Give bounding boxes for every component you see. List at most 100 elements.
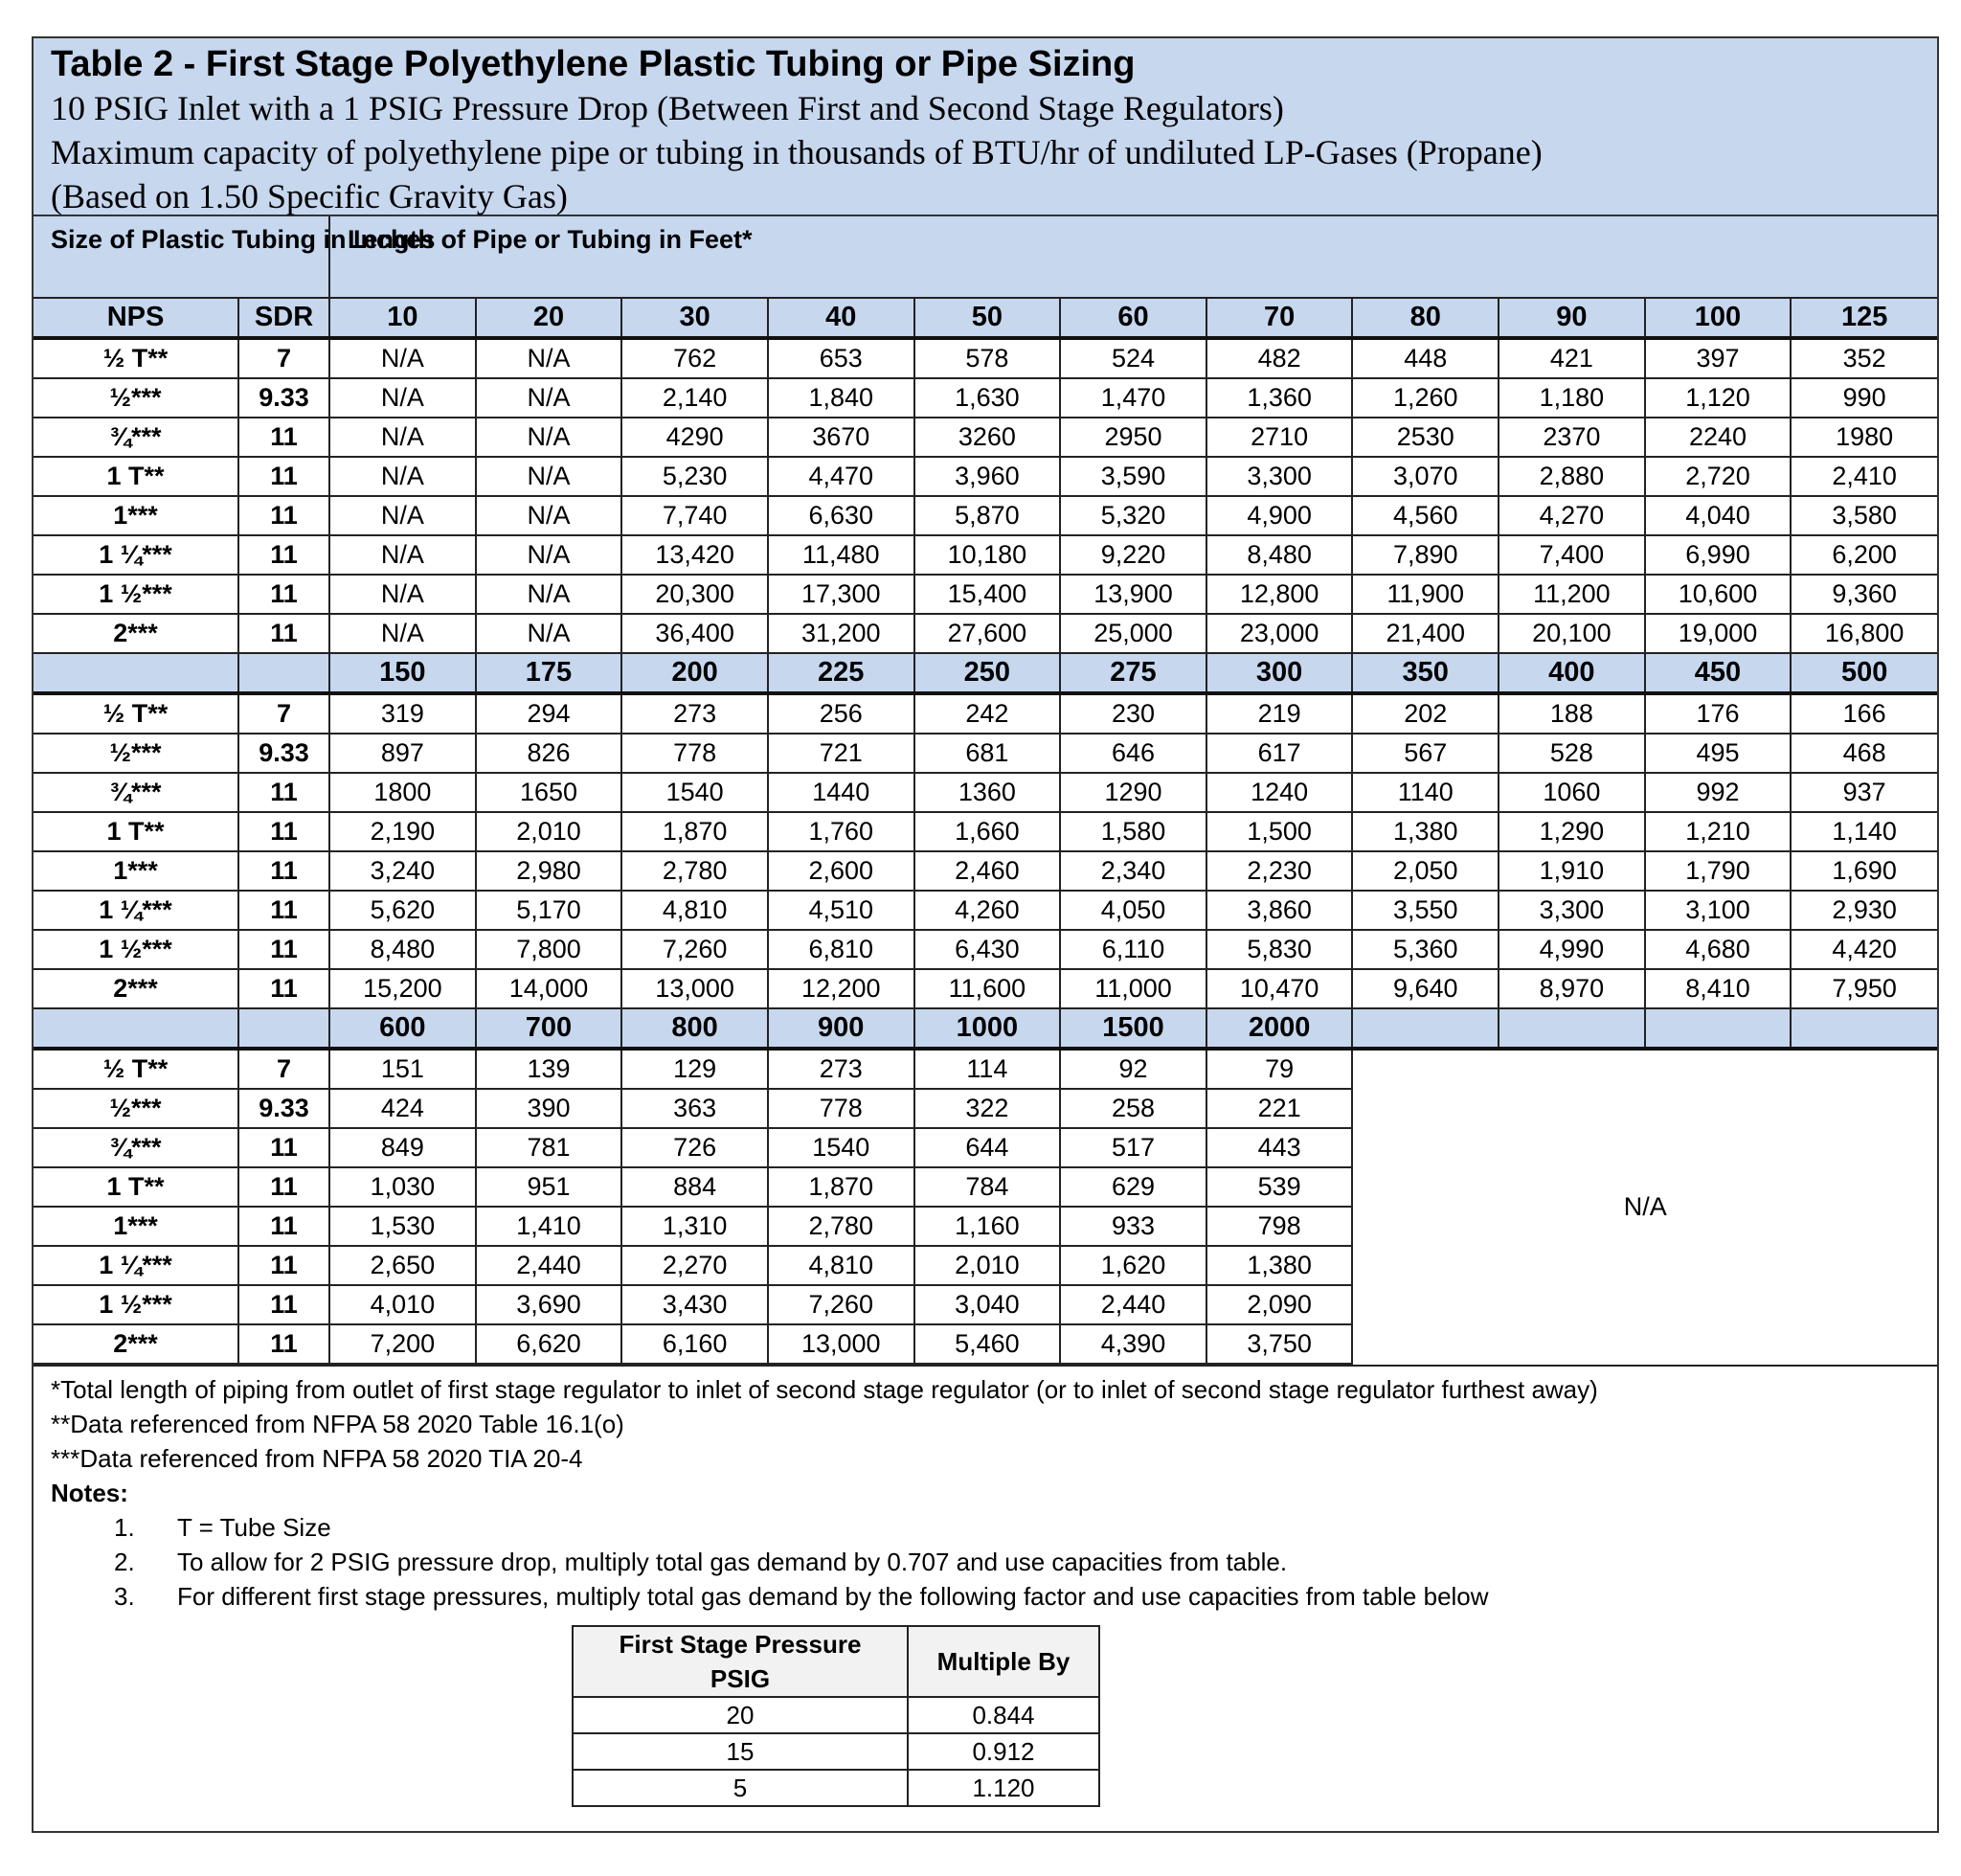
capacity-cell: N/A	[328, 613, 477, 654]
capacity-cell: 539	[1205, 1166, 1353, 1208]
capacity-cell: 421	[1498, 337, 1646, 379]
length-header-cell: 1500	[1059, 1007, 1207, 1051]
capacity-cell: 8,480	[328, 929, 477, 970]
subtitle-gravity: (Based on 1.50 Specific Gravity Gas)	[51, 177, 568, 215]
table-row: 1 ¼*** 11 2,650 2,440 2,270 4,810 2,010 1,620 1,…	[34, 1245, 1937, 1286]
capacity-cell: 9,220	[1059, 534, 1207, 576]
pressure-cell: 5	[572, 1769, 909, 1807]
table-row: 1 ½*** 11 8,480 7,800 7,260 6,810 6,430 6,110 5,…	[34, 929, 1937, 970]
capacity-cell: 1,290	[1498, 811, 1646, 852]
sdr-cell: 11	[237, 968, 331, 1009]
capacity-cell: N/A	[474, 495, 623, 536]
capacity-cell: 4,560	[1351, 495, 1500, 536]
capacity-cell: 188	[1498, 692, 1646, 735]
capacity-cell: 3,040	[913, 1284, 1062, 1325]
capacity-cell: 202	[1351, 692, 1500, 735]
length-header-cell: 600	[328, 1007, 477, 1051]
capacity-cell: 1,870	[766, 1166, 915, 1208]
multiplier-cell: 0.844	[907, 1696, 1100, 1734]
sdr-cell: 9.33	[237, 377, 331, 418]
capacity-cell: 781	[474, 1127, 623, 1168]
capacity-cell: 6,620	[474, 1323, 623, 1365]
note-text: T = Tube Size	[177, 1513, 331, 1542]
capacity-cell: 424	[328, 1088, 477, 1129]
length-header-cell: 20	[474, 297, 623, 340]
capacity-cell: 2370	[1498, 417, 1646, 458]
length-header-cell: 800	[620, 1007, 769, 1051]
capacity-cell: 2,780	[766, 1206, 915, 1247]
capacity-cell: 2,230	[1205, 850, 1354, 892]
capacity-cell: 9,360	[1790, 574, 1937, 615]
capacity-cell: 468	[1790, 733, 1937, 774]
capacity-cell: 114	[913, 1048, 1062, 1090]
length-header-cell: 90	[1498, 297, 1646, 340]
capacity-cell: 294	[474, 692, 623, 735]
capacity-cell: 2,930	[1790, 890, 1937, 931]
length-header-cell: 175	[474, 652, 623, 695]
capacity-cell: 1,310	[620, 1206, 769, 1247]
capacity-cell: 6,430	[913, 929, 1062, 970]
sdr-cell: 11	[237, 1245, 331, 1286]
capacity-cell: 1,620	[1059, 1245, 1207, 1286]
empty-header-cell	[1790, 1007, 1937, 1051]
sdr-cell: 11	[237, 929, 331, 970]
capacity-cell: 721	[766, 733, 915, 774]
capacity-cell: 528	[1498, 733, 1646, 774]
capacity-cell: 1,470	[1059, 377, 1207, 418]
empty-header-cell	[237, 652, 331, 695]
note-text: For different first stage pressures, mul…	[177, 1582, 1489, 1611]
capacity-cell: 990	[1790, 377, 1937, 418]
capacity-cell: 7,400	[1498, 534, 1646, 576]
capacity-cell: 4,270	[1498, 495, 1646, 536]
table-row: ½ T** 7 N/A N/A 762 653 578 524 482 448 421 397 352	[34, 337, 1937, 379]
capacity-cell: 578	[913, 337, 1062, 379]
capacity-cell: 322	[913, 1088, 1062, 1129]
capacity-cell: 897	[328, 733, 477, 774]
sdr-cell: 7	[237, 692, 331, 735]
length-header-row: NPS SDR 10 20 30 40 50 60 70 80 90 100 125	[34, 297, 1937, 340]
capacity-cell: 166	[1790, 692, 1937, 735]
table-row: ½ T** 7 319 294 273 256 242 230 219 202 188 176 166	[34, 692, 1937, 735]
sdr-cell: 11	[237, 613, 331, 654]
nps-cell: 1 ¼***	[34, 1245, 240, 1286]
capacity-cell: 1,840	[766, 377, 915, 418]
nps-cell: ½ T**	[34, 1048, 240, 1090]
capacity-cell: 937	[1790, 772, 1937, 813]
capacity-cell: 11,600	[913, 968, 1062, 1009]
length-header-cell: 275	[1059, 652, 1207, 695]
length-header-cell: 1000	[913, 1007, 1062, 1051]
capacity-cell: 4,010	[328, 1284, 477, 1325]
sdr-cell: 11	[237, 574, 331, 615]
multiplier-cell: 0.912	[907, 1732, 1100, 1771]
sdr-header: SDR	[237, 297, 331, 340]
sdr-cell: 11	[237, 772, 331, 813]
capacity-cell: 2,650	[328, 1245, 477, 1286]
table-row: 2*** 11 7,200 6,620 6,160 13,000 5,460 4,390 3,7…	[34, 1323, 1937, 1365]
length-header-cell: 70	[1205, 297, 1354, 340]
sdr-cell: 7	[237, 337, 331, 379]
capacity-cell: 933	[1059, 1206, 1207, 1247]
nps-cell: 1 ½***	[34, 929, 240, 970]
nps-cell: ¾***	[34, 1127, 240, 1168]
capacity-cell: N/A	[474, 613, 623, 654]
nps-cell: 1***	[34, 1206, 240, 1247]
table-row: ½ T** 7 151 139 129 273 114 92 79 N/A	[34, 1048, 1937, 1364]
sdr-cell: 11	[237, 417, 331, 458]
capacity-cell: 11,200	[1498, 574, 1646, 615]
capacity-cell: 6,200	[1790, 534, 1937, 576]
capacity-cell: 653	[766, 337, 915, 379]
capacity-cell: 5,460	[913, 1323, 1062, 1365]
table-row: 1 ½*** 11 N/A N/A 20,300 17,300 15,400 13,900 12…	[34, 574, 1937, 615]
capacity-cell: 1,180	[1498, 377, 1646, 418]
sdr-cell: 9.33	[237, 1088, 331, 1129]
capacity-cell: 12,800	[1205, 574, 1354, 615]
capacity-cell: 3,100	[1643, 890, 1792, 931]
notes-section: *Total length of piping from outlet of f…	[34, 1365, 1937, 1813]
note-item: 3. For different first stage pressures, m…	[51, 1579, 1920, 1614]
capacity-cell: 7,260	[766, 1284, 915, 1325]
capacity-cell: 1,160	[913, 1206, 1062, 1247]
nps-cell: ¾***	[34, 772, 240, 813]
capacity-cell: 129	[620, 1048, 769, 1090]
length-header-cell: 900	[766, 1007, 915, 1051]
capacity-cell: 1,260	[1351, 377, 1500, 418]
